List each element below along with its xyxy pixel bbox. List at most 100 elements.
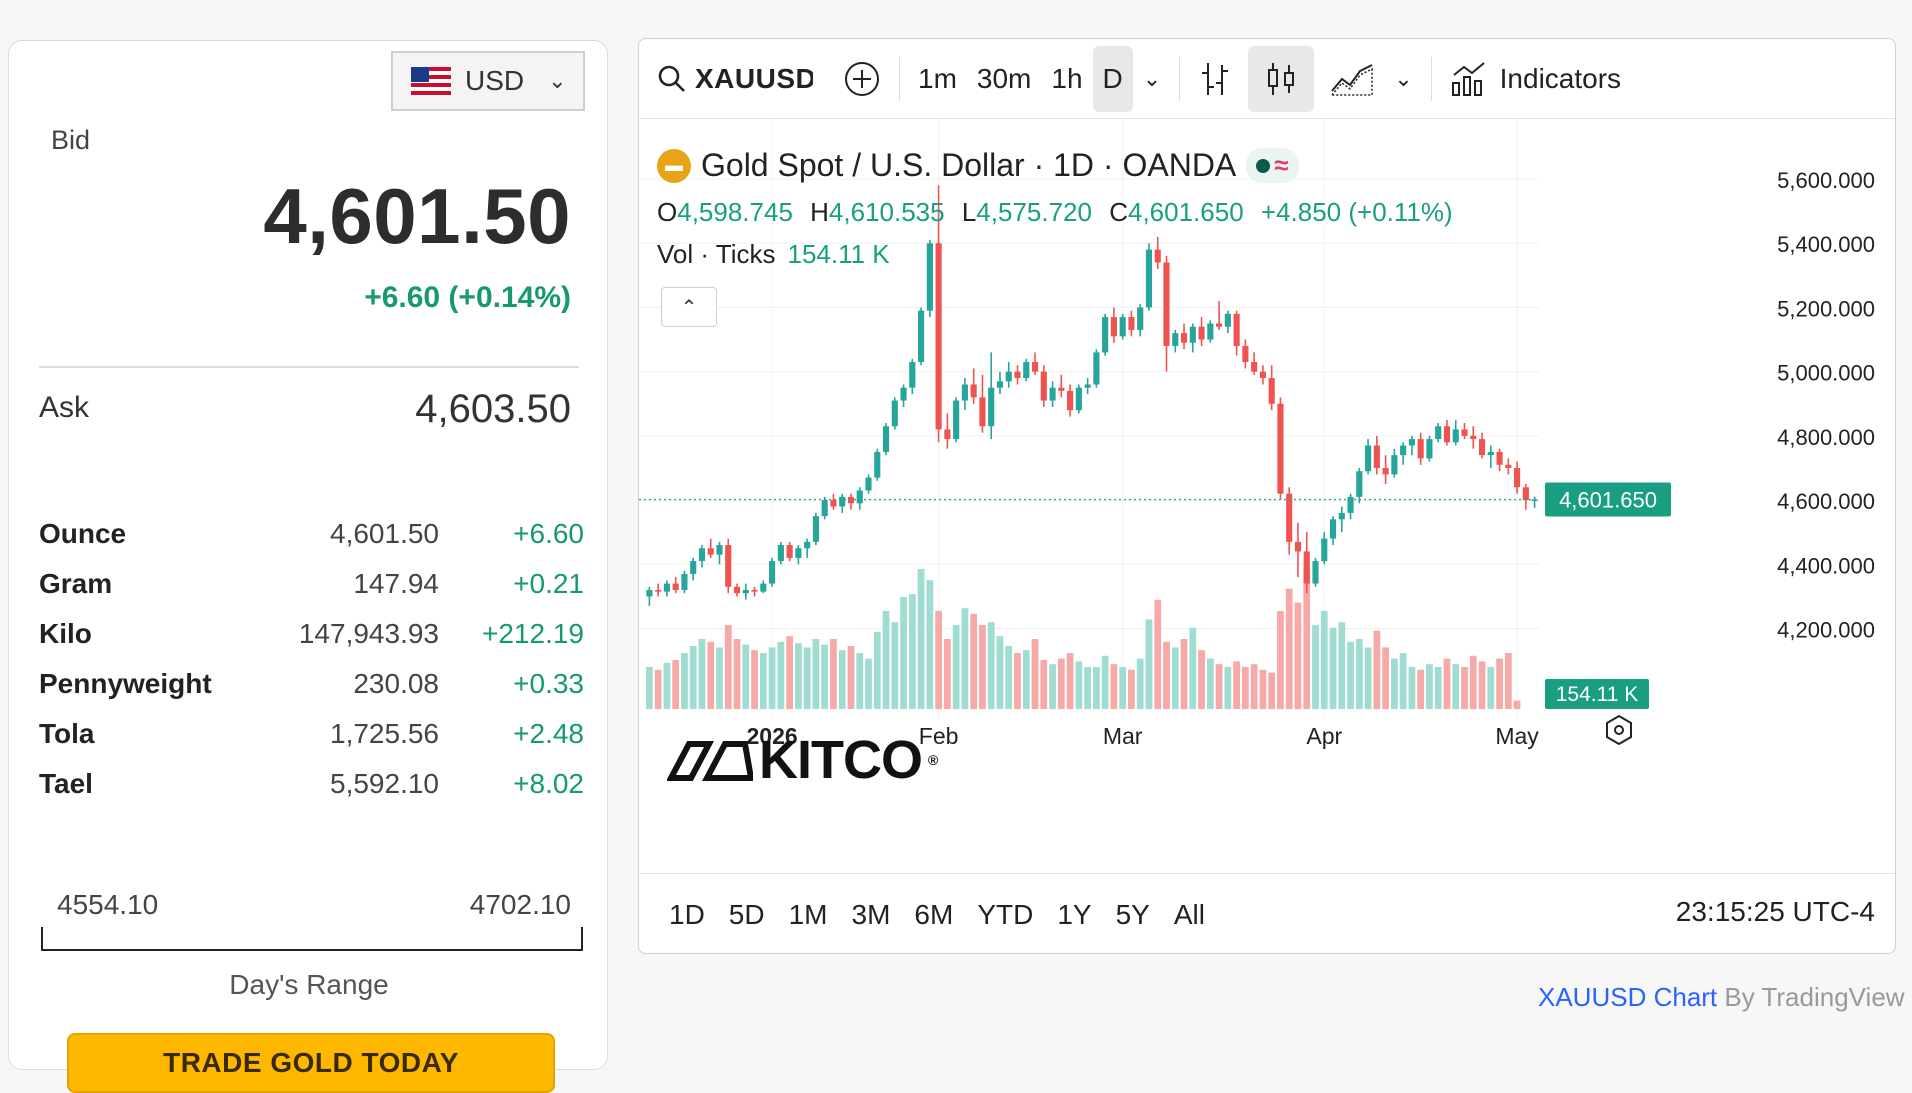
indicators-button[interactable]: Indicators (1440, 46, 1631, 112)
search-icon (658, 65, 685, 92)
volume-bar (1075, 661, 1083, 709)
bars-style-button[interactable] (1188, 46, 1242, 112)
interval-30m[interactable]: 30m (976, 62, 1032, 94)
ohlc-bars-icon (1202, 62, 1229, 95)
volume-bar (1443, 658, 1451, 709)
candle-body (725, 545, 732, 587)
volume-bar (935, 611, 942, 709)
volume-bar (689, 646, 697, 709)
toolbar-divider (1430, 56, 1432, 101)
price-chart[interactable]: 5,600.000 5,400.000 5,200.000 5,000.000 4,80… (639, 119, 1896, 873)
day-range-low: 4554.10 (57, 889, 159, 920)
candle-body (1382, 467, 1389, 475)
chart-link[interactable]: XAUUSD Chart (1538, 982, 1718, 1012)
range-1m[interactable]: 1M (788, 898, 828, 930)
chart-style-dropdown[interactable]: ⌄ (1384, 46, 1422, 112)
candle-body (1145, 249, 1153, 308)
candle-body (777, 545, 784, 562)
volume-bar (1347, 641, 1354, 709)
range-5y[interactable]: 5Y (1115, 898, 1150, 930)
settings-icon (1606, 714, 1632, 746)
area-style-button[interactable] (1320, 46, 1384, 112)
candle-body (856, 490, 863, 504)
y-tick-label: 4,200.000 (1777, 618, 1875, 643)
currency-select[interactable]: USD ⌄ (391, 51, 585, 111)
volume-bar (654, 669, 662, 709)
kitco-wordmark: KITCO (759, 730, 923, 790)
trade-gold-button[interactable]: TRADE GOLD TODAY (67, 1033, 555, 1093)
unit-name: Tael (39, 768, 93, 799)
range-ytd[interactable]: YTD (977, 898, 1034, 930)
volume-bar (1110, 664, 1118, 709)
candles-style-button[interactable] (1248, 45, 1315, 112)
table-row: Ounce 4,601.50 +6.60 (39, 509, 584, 559)
range-1d[interactable]: 1D (669, 898, 705, 930)
volume-bar (1171, 647, 1179, 709)
collapse-legend-button[interactable]: ⌃ (661, 287, 717, 327)
range-all[interactable]: All (1173, 898, 1205, 930)
volume-bar (1373, 630, 1381, 709)
volume-bar (1224, 667, 1232, 709)
volume-bar (1057, 658, 1065, 709)
volume-bar (1496, 658, 1503, 709)
candle-body (795, 548, 802, 558)
chevron-down-icon: ⌄ (548, 68, 567, 93)
interval-d[interactable]: D (1092, 45, 1133, 112)
volume-bar (908, 594, 916, 709)
candle-body (970, 384, 977, 398)
candle-body (1268, 378, 1275, 404)
volume-bar (1031, 639, 1039, 709)
candle-body (663, 583, 670, 592)
volume-bar (979, 625, 986, 709)
candle-body (733, 586, 741, 594)
chart-clock[interactable]: 23:15:25 UTC-4 (1675, 896, 1875, 927)
interval-dropdown[interactable]: ⌄ (1133, 46, 1171, 112)
candle-body (804, 541, 811, 549)
chart-area[interactable]: 5,600.000 5,400.000 5,200.000 5,000.000 4,80… (639, 119, 1896, 873)
volume-bar (873, 632, 881, 709)
range-5d[interactable]: 5D (728, 898, 765, 930)
candle-body (935, 243, 942, 430)
interval-1m[interactable]: 1m (918, 62, 957, 94)
volume-bar (900, 597, 907, 709)
candle-body (1426, 439, 1433, 459)
ask-label: Ask (39, 391, 90, 424)
volume-bar (646, 667, 653, 709)
volume-bar (1382, 647, 1389, 709)
range-6m[interactable]: 6M (914, 898, 954, 930)
ohlc-legend: O4,598.745 H4,610.535 L4,575.720 C4,601.… (657, 197, 1453, 228)
range-1y[interactable]: 1Y (1057, 898, 1092, 930)
symbol-search[interactable]: XAUUSD (639, 46, 823, 112)
volume-bar (1206, 658, 1214, 709)
table-row: Kilo 147,943.93 +212.19 (39, 609, 584, 659)
interval-1h[interactable]: 1h (1051, 62, 1083, 94)
x-tick-label: Apr (1306, 723, 1342, 749)
volume-bar (1014, 653, 1021, 709)
candle-body (1321, 538, 1328, 562)
candle-body (1216, 323, 1223, 327)
volume-bar (1285, 588, 1293, 709)
y-tick-label: 4,600.000 (1777, 489, 1875, 514)
bid-price: 4,601.50 (263, 172, 571, 260)
candle-body (874, 451, 881, 478)
volume-bar (1320, 611, 1328, 709)
compare-button[interactable] (833, 46, 891, 112)
candle-body (1189, 326, 1196, 343)
volume-bar (1128, 669, 1135, 709)
last-volume-tag (1545, 679, 1649, 709)
volume-bar (681, 653, 688, 709)
candle-body (1408, 439, 1415, 446)
volume-bar (1145, 619, 1153, 709)
volume-label: Vol · Ticks (657, 239, 776, 269)
volume-bar (1259, 669, 1267, 709)
volume-bar (1093, 667, 1100, 709)
market-status-badge[interactable]: ≈ (1246, 148, 1299, 183)
volume-bar (1084, 667, 1091, 709)
volume-bar (786, 636, 793, 709)
candle-body (821, 500, 828, 517)
volume-bar (1250, 664, 1258, 709)
volume-bar (768, 647, 776, 709)
candle-body (988, 387, 995, 427)
range-3m[interactable]: 3M (851, 898, 891, 930)
indicators-label: Indicators (1499, 62, 1622, 94)
